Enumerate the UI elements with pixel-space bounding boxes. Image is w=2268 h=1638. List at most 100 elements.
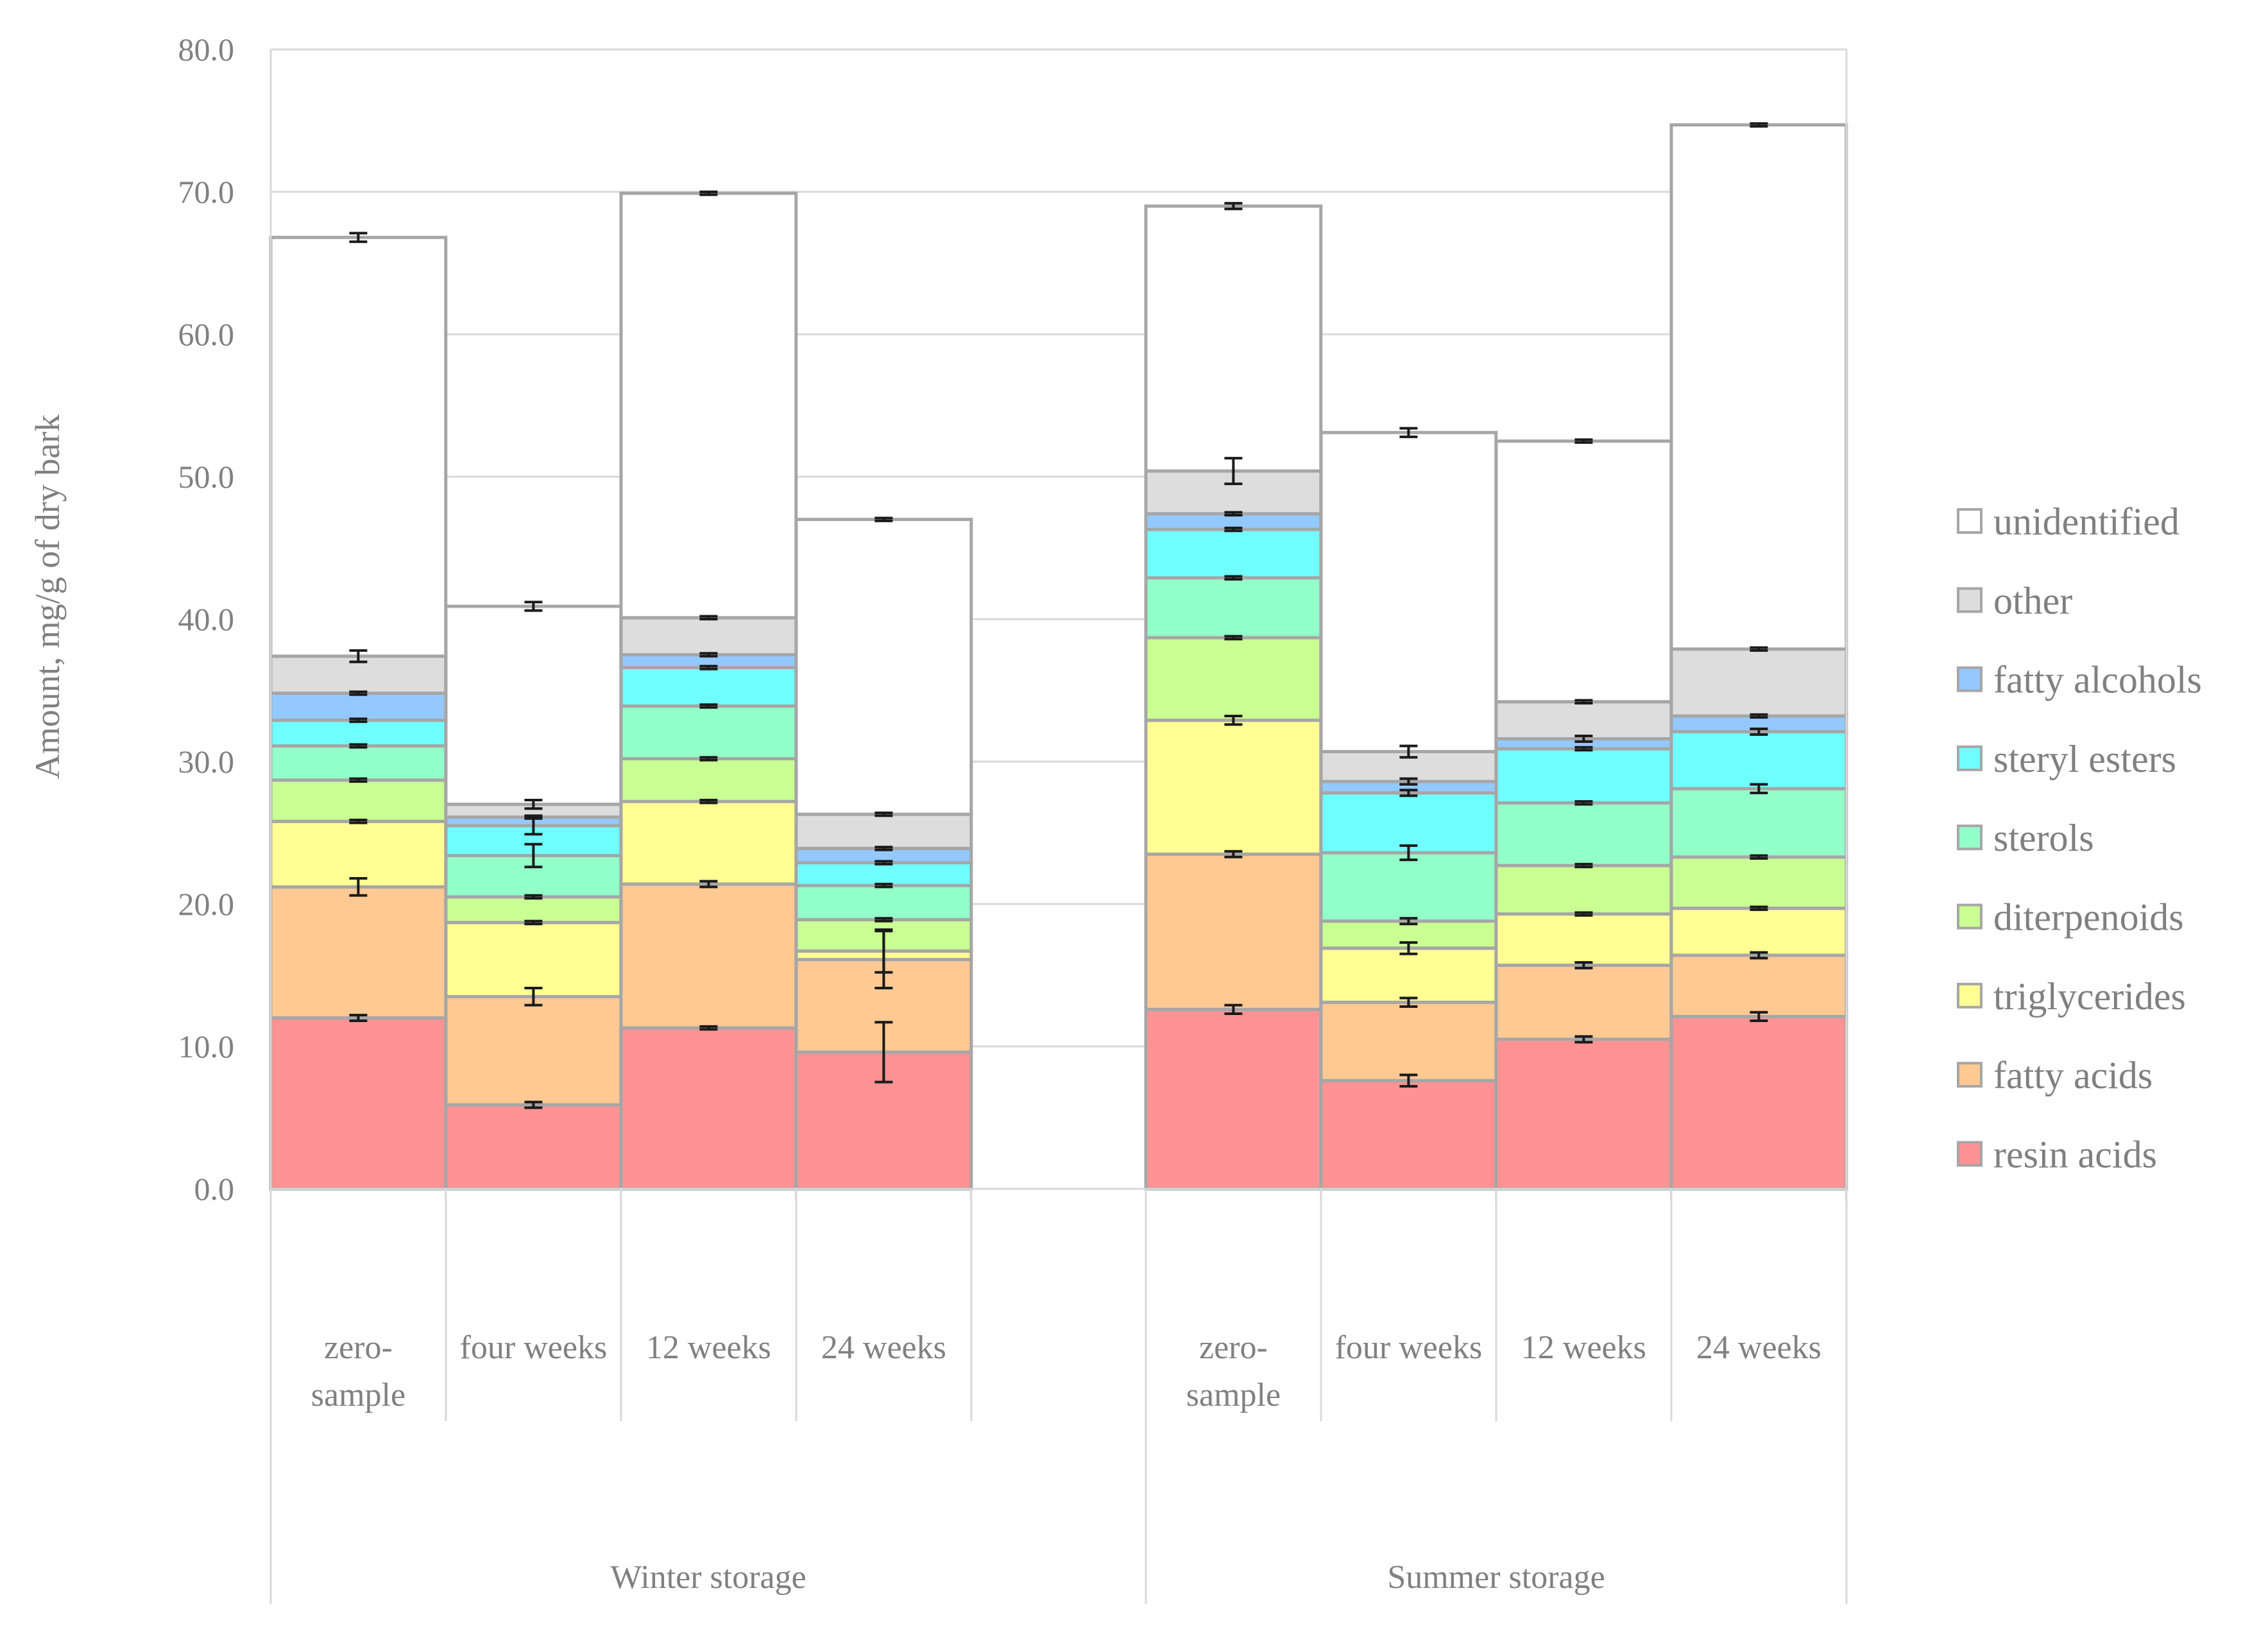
bar-segment: [1319, 749, 1498, 783]
legend-label: unidentified: [1993, 500, 2179, 543]
bar-segment: [269, 1016, 448, 1191]
bar-segment: [794, 861, 973, 887]
y-tick-label: 80.0: [178, 31, 235, 67]
legend-label: fatty alcohols: [1993, 659, 2202, 701]
legend-swatch: [1957, 903, 1982, 930]
bar-segment: [1494, 747, 1673, 805]
bar-segment: [444, 1103, 623, 1191]
bar-segment: [1319, 431, 1498, 753]
legend-swatch: [1957, 1141, 1982, 1167]
bar-segment: [1494, 864, 1673, 916]
bar-segment: [1319, 791, 1498, 855]
bar-segment: [1669, 855, 1848, 910]
x-category-label: 12 weeks: [1521, 1329, 1646, 1366]
x-category-label: zero-: [324, 1329, 393, 1366]
bar-segment: [1494, 1037, 1673, 1191]
legend: unidentified other fatty alcohols steryl es…: [1957, 500, 2202, 1175]
bar-segment: [1669, 953, 1848, 1018]
bar-segment: [269, 778, 448, 823]
legend-swatch: [1957, 1062, 1982, 1088]
bar-segment: [444, 895, 623, 925]
x-category-label: 24 weeks: [821, 1329, 946, 1366]
bar-segment: [1144, 719, 1323, 856]
legend-swatch: [1957, 982, 1982, 1009]
bar-segment: [1319, 946, 1498, 1004]
y-tick-label: 60.0: [178, 316, 235, 352]
legend-swatch: [1957, 587, 1982, 613]
error-bars: [349, 122, 1768, 1109]
bar-segment: [269, 719, 448, 748]
bar-segment: [444, 604, 623, 806]
y-tick-label: 30.0: [178, 744, 235, 780]
bar-segment: [1144, 1007, 1323, 1191]
bar-segment: [1669, 647, 1848, 718]
bar-segment: [794, 883, 973, 921]
legend-label: triglycerides: [1993, 975, 2186, 1018]
bar-segment: [1669, 787, 1848, 859]
bar-segment: [619, 1026, 798, 1191]
bar-segment: [1144, 204, 1323, 473]
bar-segment: [1494, 912, 1673, 967]
bar-segment: [269, 235, 448, 658]
bar-segment: [1669, 1014, 1848, 1191]
bar-segment: [1144, 576, 1323, 640]
bar-segment: [619, 191, 798, 620]
x-category-label: sample: [1186, 1377, 1281, 1413]
x-group-label: Winter storage: [610, 1559, 806, 1596]
y-tick-label: 50.0: [178, 459, 235, 495]
bar-segment: [794, 812, 973, 850]
bar-segment: [1319, 851, 1498, 923]
bar-segment: [619, 882, 798, 1030]
x-category-label: zero-: [1199, 1329, 1268, 1366]
bar-segment: [1494, 439, 1673, 704]
y-tick-label: 20.0: [178, 886, 235, 922]
bar-segment: [619, 757, 798, 803]
bar-segment: [1144, 527, 1323, 580]
bar-segment: [1144, 636, 1323, 722]
legend-label: other: [1993, 579, 2072, 622]
bar-segment: [1319, 1000, 1498, 1082]
x-group-label: Summer storage: [1387, 1559, 1605, 1596]
bar-segment: [1144, 852, 1323, 1011]
bar-segment: [619, 704, 798, 761]
x-category-label: 12 weeks: [646, 1329, 771, 1366]
bar-segment: [269, 691, 448, 722]
legend-label: diterpenoids: [1993, 896, 2184, 939]
bar-segment: [269, 744, 448, 782]
legend-label: fatty acids: [1993, 1054, 2153, 1096]
y-axis-title: Amount, mg/g of dry bark: [28, 414, 67, 779]
bar-segment: [269, 885, 448, 1020]
x-category-label: sample: [311, 1377, 405, 1413]
legend-swatch: [1957, 824, 1982, 851]
bar-segment: [1319, 1079, 1498, 1191]
bar-segment: [619, 665, 798, 708]
x-category-label: 24 weeks: [1696, 1329, 1821, 1366]
bar-segment: [1669, 907, 1848, 957]
axes: 0.0 10.0 20.0 30.0 40.0 50.0 60.0 70.0 80.0 zero-…: [178, 31, 1848, 1604]
y-tick-label: 40.0: [178, 601, 235, 637]
bars: [269, 123, 1848, 1191]
legend-swatch: [1957, 745, 1982, 771]
bar-segment: [794, 518, 973, 816]
bar-segment: [1494, 700, 1673, 740]
x-category-label: four weeks: [1335, 1329, 1483, 1366]
bar-segment: [1669, 123, 1848, 651]
bar-segment: [619, 616, 798, 657]
legend-swatch: [1957, 508, 1982, 534]
legend-label: sterols: [1993, 817, 2094, 859]
y-tick-label: 70.0: [178, 174, 235, 210]
bar-segment: [1494, 801, 1673, 867]
y-tick-label: 10.0: [178, 1028, 235, 1064]
legend-label: resin acids: [1993, 1133, 2157, 1175]
y-tick-label: 0.0: [194, 1171, 235, 1207]
x-category-label: four weeks: [460, 1329, 608, 1366]
bar-segment: [444, 994, 623, 1107]
legend-swatch: [1957, 666, 1982, 692]
bar-segment: [444, 921, 623, 998]
bar-segment: [1494, 963, 1673, 1041]
bar-segment: [619, 799, 798, 886]
legend-label: steryl esters: [1993, 738, 2176, 780]
bar-segment: [1669, 729, 1848, 790]
